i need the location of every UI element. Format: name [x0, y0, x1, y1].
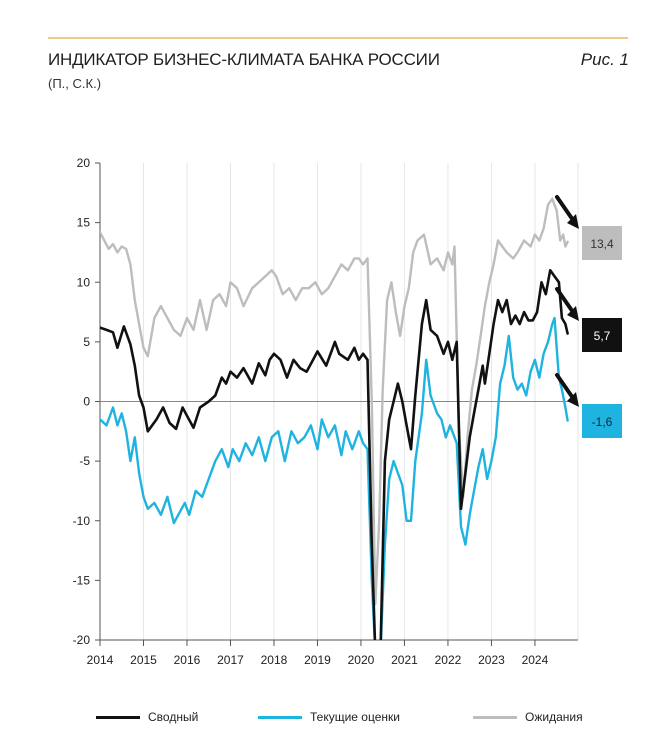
- y-tick-label--15: -15: [73, 573, 91, 587]
- y-tick-label--20: -20: [73, 633, 91, 647]
- series-line-expectations: [100, 197, 569, 606]
- y-tick-labels: 20 15 10 5 0 -5 -10 -15 -20: [73, 156, 91, 647]
- end-label-text-expectations: 13,4: [590, 237, 614, 251]
- figure-label: Рис. 1: [580, 50, 629, 69]
- end-label-box-current: [582, 404, 622, 438]
- chart-axes: [95, 162, 578, 646]
- legend-swatch-current: [258, 715, 302, 719]
- y-tick-label-20: 20: [77, 156, 91, 170]
- legend-label-expectations: Ожидания: [525, 710, 583, 724]
- x-tick-label-2018: 2018: [261, 653, 288, 667]
- legend: Сводный Текущие оценки Ожидания: [96, 710, 636, 730]
- x-tick-label-2020: 2020: [348, 653, 375, 667]
- series-end-labels: 13,4 5,7 -1,6: [555, 195, 622, 438]
- end-label-text-composite: 5,7: [594, 329, 611, 343]
- end-label-text-current: -1,6: [592, 415, 613, 429]
- end-label-box-expectations: [582, 226, 622, 260]
- x-tick-label-2019: 2019: [304, 653, 331, 667]
- arrow-head-current: [567, 392, 579, 407]
- x-tick-labels: 2014 2015 2016 2017 2018 2019 2020 2021 2022 2023…: [87, 653, 549, 667]
- x-tick-label-2017: 2017: [217, 653, 244, 667]
- x-tick-label-2023: 2023: [478, 653, 505, 667]
- x-tick-label-2022: 2022: [435, 653, 462, 667]
- x-tick-label-2024: 2024: [522, 653, 549, 667]
- y-tick-label-10: 10: [77, 275, 91, 289]
- end-label-current: -1,6: [555, 373, 622, 438]
- end-label-expectations: 13,4: [555, 195, 622, 260]
- y-tick-label--5: -5: [79, 454, 90, 468]
- y-tick-label-15: 15: [77, 216, 91, 230]
- header-rule: [48, 37, 628, 39]
- x-tick-label-2015: 2015: [130, 653, 157, 667]
- legend-item-expectations: Ожидания: [473, 710, 583, 724]
- x-tick-label-2021: 2021: [391, 653, 418, 667]
- legend-item-current: Текущие оценки: [258, 710, 400, 724]
- x-tick-label-2014: 2014: [87, 653, 114, 667]
- series-line-current: [100, 316, 569, 640]
- legend-label-current: Текущие оценки: [310, 710, 400, 724]
- legend-swatch-composite: [96, 715, 140, 719]
- chart-units: (П., С.К.): [48, 76, 102, 91]
- series-line-composite: [100, 269, 569, 640]
- legend-item-composite: Сводный: [96, 710, 198, 724]
- arrow-head-expectations: [567, 214, 579, 229]
- legend-swatch-expectations: [473, 715, 517, 719]
- y-tick-label--10: -10: [73, 514, 91, 528]
- end-label-box-composite: [582, 318, 622, 352]
- y-tick-label-0: 0: [83, 395, 90, 409]
- series-lines: [100, 197, 569, 640]
- chart-title: ИНДИКАТОР БИЗНЕС-КЛИМАТА БАНКА РОССИИ: [48, 50, 440, 69]
- x-tick-label-2016: 2016: [174, 653, 201, 667]
- end-label-composite: 5,7: [555, 287, 622, 352]
- y-tick-label-5: 5: [83, 335, 90, 349]
- arrow-head-composite: [567, 306, 579, 321]
- legend-label-composite: Сводный: [148, 710, 199, 724]
